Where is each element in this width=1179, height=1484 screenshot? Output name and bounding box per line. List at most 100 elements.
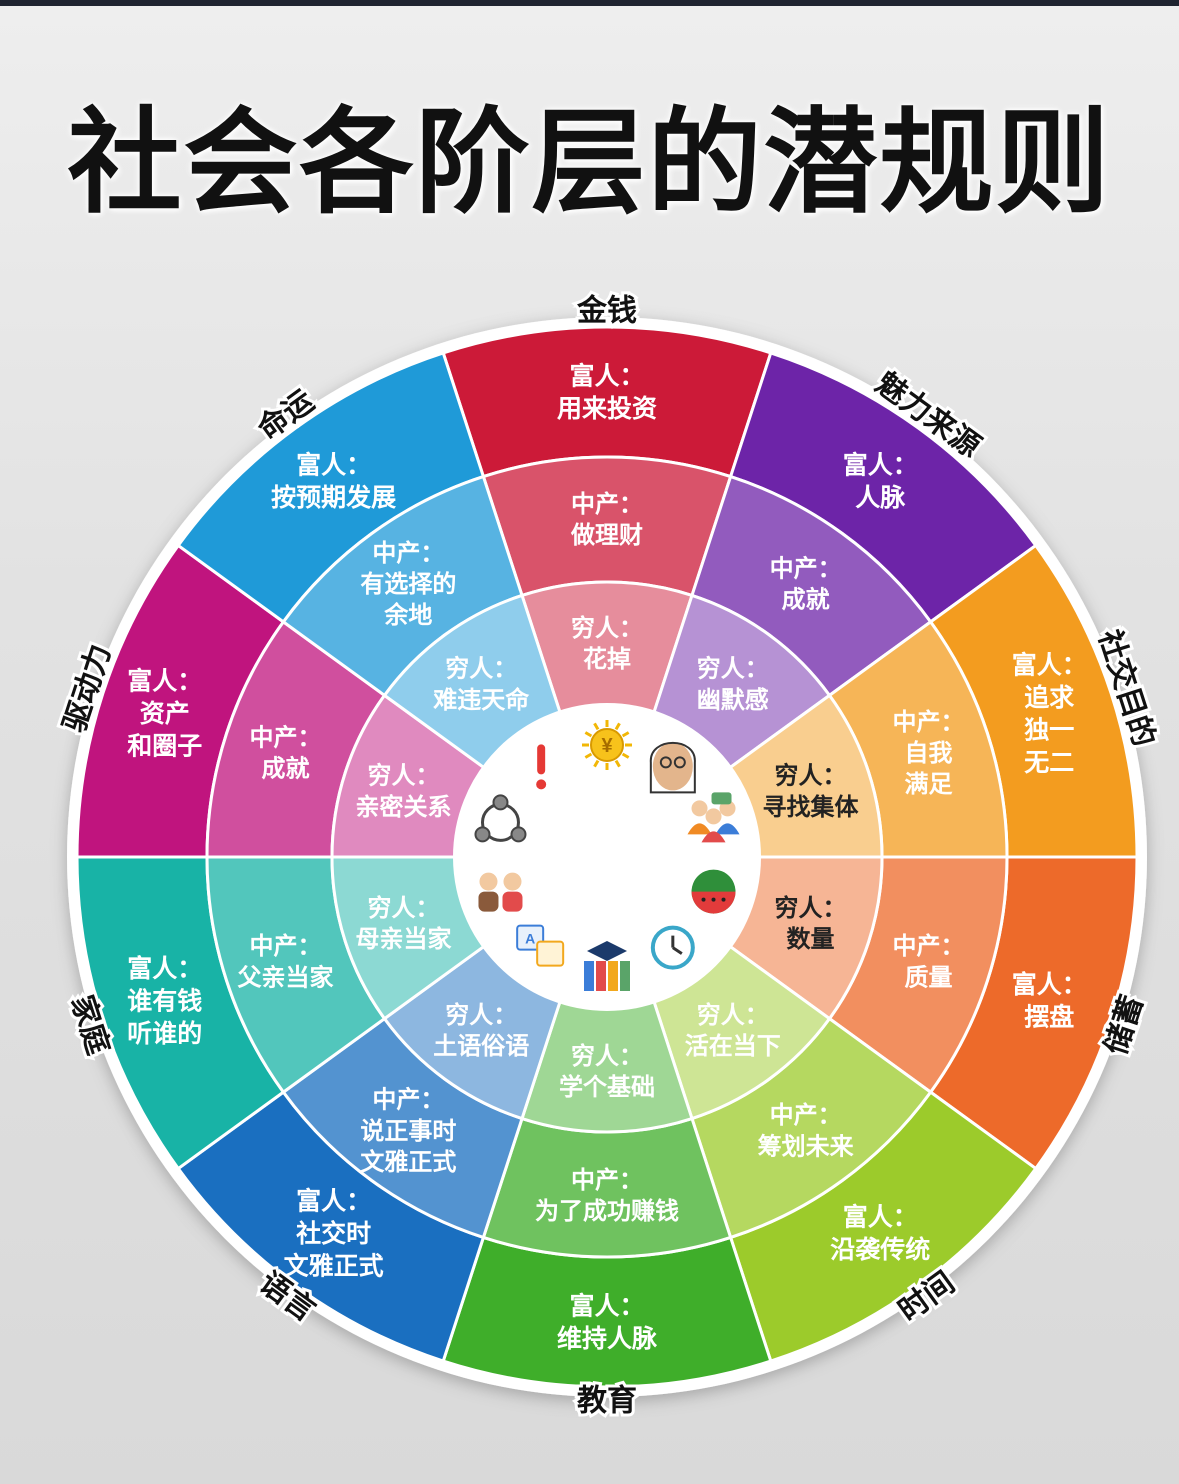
segment-label-middle: 中产： 成就	[770, 554, 842, 613]
segment-label-poor: 穷人： 数量	[775, 894, 847, 953]
segment-label-line: 富人：	[1012, 650, 1087, 679]
category-label: 金钱	[576, 294, 637, 329]
people-group-icon	[687, 792, 740, 843]
exclamation-icon	[536, 744, 547, 790]
segment-label-line: 学个基础	[559, 1073, 655, 1101]
segment-label-line: 资产	[140, 699, 190, 728]
segment-label-line: 穷人：	[775, 762, 847, 790]
segment-label-line: 听谁的	[127, 1019, 202, 1048]
segment-label-line: 父亲当家	[238, 963, 334, 991]
segment-label-line: 穷人：	[571, 1042, 643, 1070]
coin-sun-icon: ¥	[582, 720, 632, 770]
segment-label-line: 中产：	[571, 490, 643, 518]
segment-label-line: 中产：	[892, 932, 964, 960]
segment-label-rich: 富人： 摆盘	[1012, 970, 1087, 1031]
clock-icon	[650, 925, 695, 970]
segment-label-line: 寻找集体	[763, 793, 860, 821]
segment-label-line: 维持人脉	[557, 1324, 658, 1353]
segment-label-rich: 富人： 社交时文雅正式	[284, 1186, 384, 1280]
segment-label-line: 幽默感	[697, 686, 769, 714]
segment-label-middle: 中产： 质量	[892, 932, 964, 991]
segment-label-line: 富人：	[843, 1203, 918, 1232]
segment-label-poor: 穷人： 学个基础	[559, 1042, 655, 1101]
segment-label-line: 母亲当家	[355, 925, 451, 953]
books-graduation-icon	[584, 941, 630, 991]
segment-label-line: 用来投资	[557, 394, 657, 423]
segment-label-poor: 穷人： 幽默感	[697, 655, 769, 714]
segment-label-line: 穷人：	[697, 655, 769, 683]
segment-label-line: 摆盘	[1024, 1003, 1074, 1032]
translate-icon: A	[516, 924, 565, 967]
segment-label-poor: 穷人： 亲密关系	[355, 762, 451, 821]
segment-label-line: 沿袭传统	[830, 1235, 930, 1264]
segment-label-rich: 富人： 按预期发展	[271, 450, 396, 512]
segment-label-line: 中产：	[250, 932, 322, 960]
segment-label-poor: 穷人： 花掉	[571, 614, 643, 673]
segment-label-line: 自我	[904, 739, 952, 767]
segment-label-line: 富人：	[127, 667, 202, 696]
segment-label-line: 中产：	[770, 1101, 842, 1129]
segment-label-line: 无二	[1024, 748, 1074, 777]
segment-label-line: 中产：	[770, 554, 842, 582]
segment-label-middle: 中产： 成就	[250, 723, 322, 782]
segment-label-line: 富人：	[569, 362, 644, 391]
segment-label-line: 富人：	[843, 450, 918, 479]
segment-label-line: 文雅正式	[284, 1251, 384, 1280]
segment-label-middle: 中产： 做理财	[570, 490, 643, 549]
segment-label-line: 穷人：	[775, 894, 847, 922]
segment-label-poor: 穷人： 土语俗语	[433, 1001, 529, 1060]
segment-label-line: 穷人：	[367, 894, 439, 922]
segment-label-line: 穷人：	[445, 1001, 517, 1029]
segment-label-line: 难违天命	[432, 686, 530, 714]
segment-label-line: 成就	[262, 755, 310, 783]
wheel-labels: 富人：用来投资中产：做理财穷人：花掉富人：人脉中产：成就穷人：幽默感富人：追求独…	[127, 362, 1086, 1354]
segment-label-rich: 富人： 资产和圈子	[127, 667, 202, 761]
top-bar	[0, 0, 1179, 6]
segment-label-rich: 富人： 追求独一无二	[1012, 650, 1087, 777]
segment-label-poor: 穷人： 寻找集体	[763, 762, 860, 821]
segment-label-line: 穷人：	[367, 762, 439, 790]
segment-label-line: 做理财	[570, 521, 643, 549]
segment-label-line: 中产：	[250, 723, 322, 751]
svg-text:A: A	[525, 931, 535, 947]
segment-label-line: 社交时	[296, 1219, 371, 1248]
family-icon	[478, 872, 523, 912]
segment-label-poor: 穷人： 活在当下	[685, 1001, 781, 1060]
segment-label-line: 中产：	[372, 539, 444, 567]
segment-label-line: 成就	[782, 586, 830, 614]
segment-label-middle: 中产： 自我满足	[892, 708, 964, 798]
segment-label-rich: 富人： 维持人脉	[557, 1292, 658, 1354]
segment-label-line: 按预期发展	[271, 483, 396, 512]
segment-label-rich: 富人： 用来投资	[557, 362, 657, 424]
segment-label-middle: 中产： 为了成功赚钱	[535, 1166, 679, 1225]
segment-label-rich: 富人： 谁有钱听谁的	[127, 954, 202, 1048]
segment-label-middle: 中产： 有选择的余地	[360, 539, 456, 629]
segment-label-line: 富人：	[296, 450, 371, 479]
segment-label-line: 中产：	[892, 708, 964, 736]
segment-label-line: 数量	[787, 925, 835, 953]
segment-label-line: 人脉	[855, 483, 906, 512]
network-gears-icon	[474, 794, 527, 843]
segment-label-line: 有选择的	[360, 570, 456, 598]
segment-label-line: 中产：	[372, 1086, 444, 1114]
segment-label-rich: 富人： 人脉	[843, 450, 918, 512]
segment-label-line: 独一	[1024, 715, 1074, 744]
segment-label-line: 文雅正式	[360, 1148, 456, 1176]
segment-label-rich: 富人： 沿袭传统	[830, 1203, 930, 1265]
segment-label-line: 满足	[904, 770, 952, 798]
segment-label-line: 余地	[383, 601, 432, 629]
woman-portrait-icon	[649, 742, 696, 794]
segment-label-line: 富人：	[296, 1186, 371, 1215]
segment-label-middle: 中产： 筹划未来	[758, 1101, 855, 1160]
segment-label-line: 活在当下	[685, 1032, 781, 1060]
segment-label-line: 富人：	[1012, 970, 1087, 999]
segment-label-line: 穷人：	[697, 1001, 769, 1029]
segment-label-poor: 穷人： 母亲当家	[355, 894, 451, 953]
segment-label-line: 中产：	[571, 1166, 643, 1194]
segment-label-line: 富人：	[569, 1292, 644, 1321]
segment-label-middle: 中产： 说正事时文雅正式	[360, 1086, 456, 1176]
segment-label-line: 说正事时	[360, 1117, 456, 1145]
segment-label-line: 富人：	[127, 954, 202, 983]
segment-label-line: 土语俗语	[433, 1032, 529, 1060]
